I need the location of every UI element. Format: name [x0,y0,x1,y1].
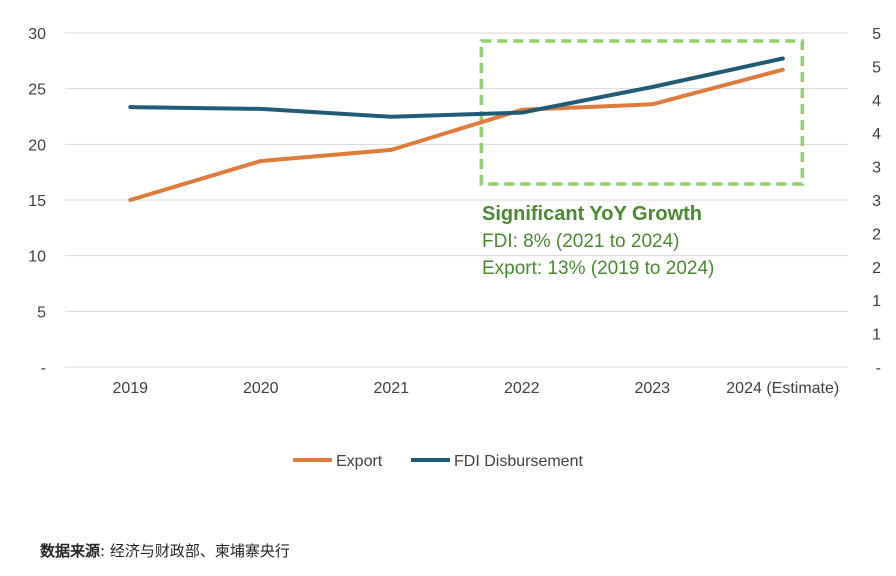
y-left-tick-label: 15 [28,193,46,210]
legend: Export FDI Disbursement [293,453,583,470]
source-note: 数据来源: 经济与财政部、柬埔寨央行 [40,540,290,561]
y-right-tick-label: 5 [872,26,881,43]
y-right-tick-label: 5 [872,59,881,76]
x-tick-label: 2020 [243,380,279,397]
series-lines [128,56,785,202]
x-tick-label: 2024 (Estimate) [726,380,839,397]
y-left-tick-label: 20 [28,137,46,154]
source-label: 数据来源 [40,542,101,560]
x-tick-label: 2021 [373,380,409,397]
series-line-fdi-disbursement [128,56,785,119]
x-tick-label: 2019 [112,380,148,397]
y-axis-left: - 5 10 15 20 25 30 [28,26,46,377]
x-axis: 2019 2020 2021 2022 2023 2024 (Estimate) [112,380,839,397]
y-axis-right: - 1 1 2 2 3 3 4 4 5 5 [872,26,881,377]
annotation-line-fdi: FDI: 8% (2021 to 2024) [482,231,680,252]
y-left-tick-label: 5 [37,304,46,321]
y-right-tick-label: 1 [872,327,881,344]
x-tick-label: 2022 [504,380,540,397]
y-right-tick-label: 4 [872,93,881,110]
x-tick-label: 2023 [634,380,670,397]
y-right-tick-label: - [876,360,881,377]
source-text: : 经济与财政部、柬埔寨央行 [100,542,290,560]
y-left-tick-label: 25 [28,82,46,99]
y-left-tick-label: 30 [28,26,46,43]
y-left-tick-label: - [41,360,46,377]
chart: - 5 10 15 20 25 30 - 1 1 2 2 3 3 4 4 5 5 2019 2020 2021 202… [28,26,881,470]
legend-label-export: Export [336,453,383,470]
y-right-tick-label: 3 [872,193,881,210]
annotation-title: Significant YoY Growth [482,203,702,225]
gridlines [65,32,848,368]
y-right-tick-label: 3 [872,160,881,177]
annotation-line-export: Export: 13% (2019 to 2024) [482,258,714,279]
y-right-tick-label: 4 [872,126,881,143]
series-line-export [128,67,785,202]
y-right-tick-label: 2 [872,226,881,243]
y-right-tick-label: 2 [872,260,881,277]
legend-label-fdi-disbursement: FDI Disbursement [454,453,583,470]
y-right-tick-label: 1 [872,293,881,310]
y-left-tick-label: 10 [28,249,46,266]
annotation: Significant YoY Growth FDI: 8% (2021 to … [482,203,714,279]
